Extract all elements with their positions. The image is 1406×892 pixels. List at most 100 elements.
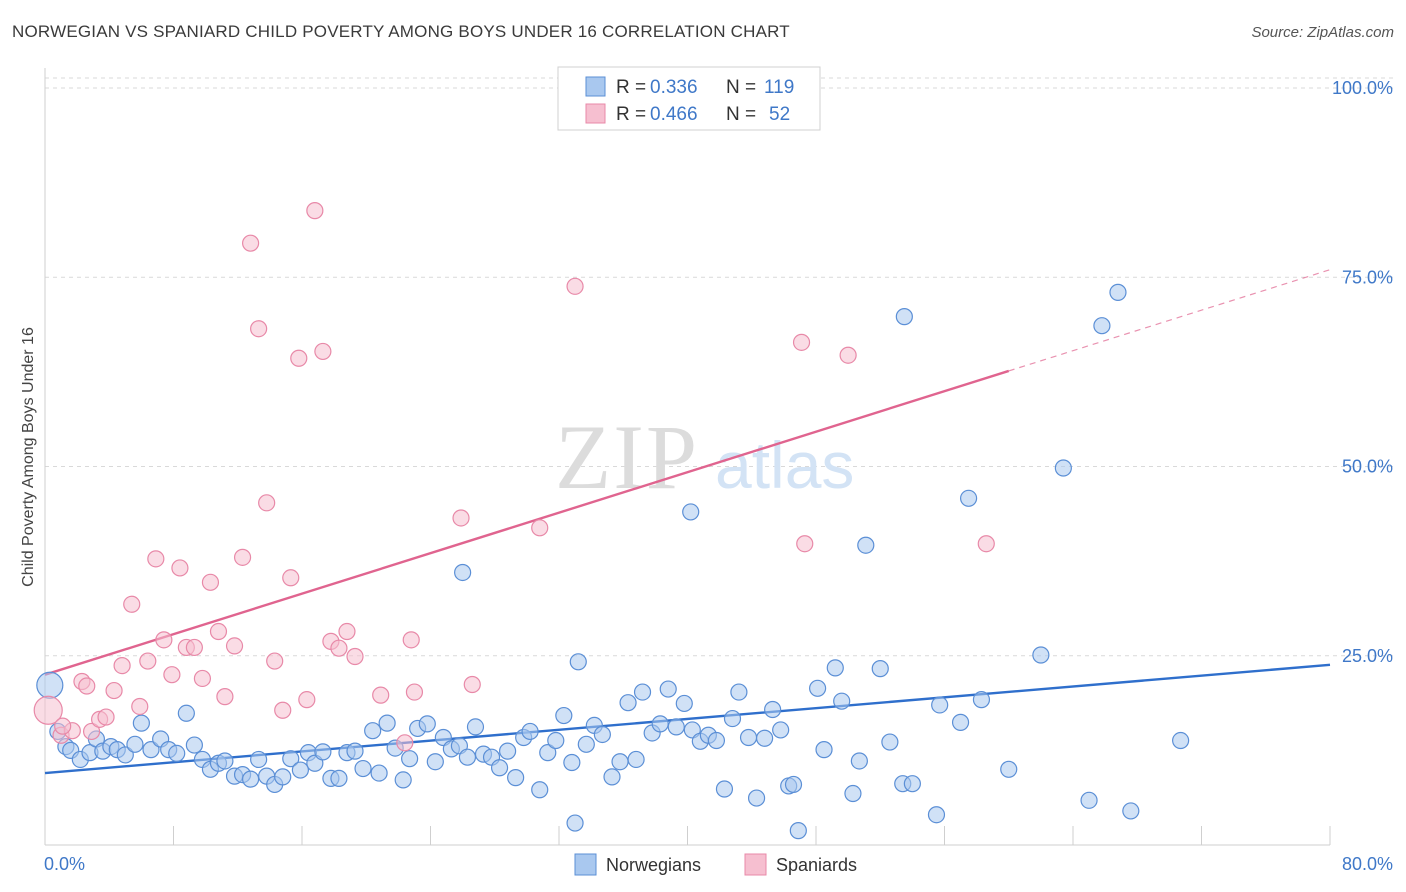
norwegian-point — [784, 775, 803, 794]
norwegian-point — [216, 752, 234, 770]
norwegian-point — [566, 814, 584, 832]
spaniard-point — [193, 669, 212, 688]
norwegian-point — [809, 679, 827, 697]
norwegian-point — [844, 784, 862, 803]
spaniard-point — [105, 681, 123, 700]
norwegian-point — [1172, 731, 1190, 750]
norwegian-point — [895, 308, 913, 326]
norwegian-point — [555, 706, 573, 725]
norwegian-point — [755, 729, 774, 747]
norwegian-point — [346, 742, 364, 760]
norwegian-point — [291, 761, 309, 779]
legend-r-label: R = — [616, 104, 646, 125]
norwegian-point — [168, 744, 186, 763]
norwegian-point — [871, 660, 889, 678]
norwegian-point — [364, 722, 382, 740]
norwegian-point — [972, 691, 991, 709]
norwegian-point — [569, 653, 587, 671]
norwegian-point — [593, 725, 611, 744]
norwegian-point — [1122, 802, 1140, 820]
spaniard-point — [346, 647, 364, 666]
bottom-legend-spaniards: Spaniards — [776, 855, 857, 875]
norwegian-point — [1000, 760, 1018, 778]
y-tick-label: 75.0% — [1342, 267, 1393, 287]
spaniard-point — [82, 722, 101, 741]
spaniard-point — [792, 333, 811, 351]
y-axis-label: Child Poverty Among Boys Under 16 — [20, 327, 37, 587]
spaniard-point — [171, 559, 189, 577]
norwegian-point — [563, 753, 581, 772]
spaniard-point — [839, 346, 857, 364]
norwegian-point — [715, 780, 734, 798]
x-tick-label: 80.0% — [1342, 854, 1393, 874]
norwegian-point — [730, 683, 748, 701]
bottom-legend-norwegians: Norwegians — [606, 855, 701, 875]
spaniard-point — [97, 708, 115, 726]
legend-swatch-spaniards — [585, 103, 606, 124]
y-tick-label: 25.0% — [1342, 646, 1393, 666]
spaniard-point — [282, 569, 300, 587]
bottom-legend-swatch-norwegians — [574, 853, 597, 876]
tick-labels: 25.0% 50.0% 75.0% 100.0% 0.0% 80.0% — [44, 78, 1393, 874]
legend-n-label: N = — [726, 77, 756, 98]
norwegian-point — [354, 759, 372, 778]
norwegian-point — [142, 741, 160, 759]
norwegian-point — [667, 718, 685, 736]
x-tick-label: 0.0% — [44, 854, 85, 874]
y-tick-label: 50.0% — [1342, 457, 1393, 477]
data-points — [33, 202, 1190, 840]
norwegian-point — [1080, 791, 1098, 809]
spaniard-point — [250, 320, 268, 338]
norwegian-point — [185, 736, 203, 754]
gridlines — [45, 77, 1394, 657]
norwegian-point — [682, 503, 700, 521]
spaniard-point — [155, 631, 173, 649]
norwegian-point — [611, 753, 629, 771]
spaniard-point — [330, 639, 348, 657]
norwegian-point — [850, 752, 868, 770]
legend-n-value: 52 — [769, 104, 790, 125]
spaniard-point — [452, 509, 470, 527]
legend-r-label: R = — [616, 77, 646, 98]
norwegian-point — [426, 753, 444, 771]
norwegian-point — [857, 536, 875, 554]
norwegian-point — [651, 715, 669, 733]
spaniard-point — [216, 688, 234, 706]
norwegian-point — [394, 771, 412, 789]
norwegian-point — [789, 822, 807, 840]
legend-r-value: 0.466 — [650, 104, 698, 125]
norwegian-point — [132, 714, 150, 732]
norwegian-point — [454, 563, 472, 582]
spaniard-point — [396, 734, 414, 752]
legend-r-value: 0.336 — [650, 77, 698, 98]
trend-line-spaniards — [44, 369, 1010, 676]
y-tick-label: 100.0% — [1332, 78, 1393, 98]
norwegian-point — [903, 775, 921, 793]
norwegian-point — [627, 750, 645, 769]
spaniard-point — [139, 652, 157, 670]
spaniard-point — [306, 202, 324, 220]
norwegian-point — [951, 713, 970, 731]
norwegian-point — [490, 759, 509, 777]
norwegian-point — [507, 769, 525, 787]
norwegian-point — [826, 659, 844, 677]
spaniard-point — [242, 234, 260, 252]
spaniard-point — [338, 622, 356, 641]
norwegian-point — [531, 781, 549, 799]
norwegian-point — [521, 722, 539, 741]
spaniard-point — [402, 631, 420, 649]
norwegian-point — [1093, 317, 1111, 335]
watermark: ZIP atlas — [555, 406, 854, 508]
norwegian-point — [314, 743, 332, 761]
norwegian-point — [747, 789, 766, 807]
spaniard-point — [225, 637, 244, 655]
spaniard-point — [796, 535, 814, 553]
spaniard-point — [147, 550, 165, 568]
spaniard-point — [405, 683, 424, 701]
norwegian-point — [242, 770, 260, 788]
norwegian-point — [739, 728, 758, 747]
spaniard-point — [185, 638, 203, 657]
spaniard-point — [233, 548, 252, 566]
norwegian-point — [619, 694, 637, 712]
